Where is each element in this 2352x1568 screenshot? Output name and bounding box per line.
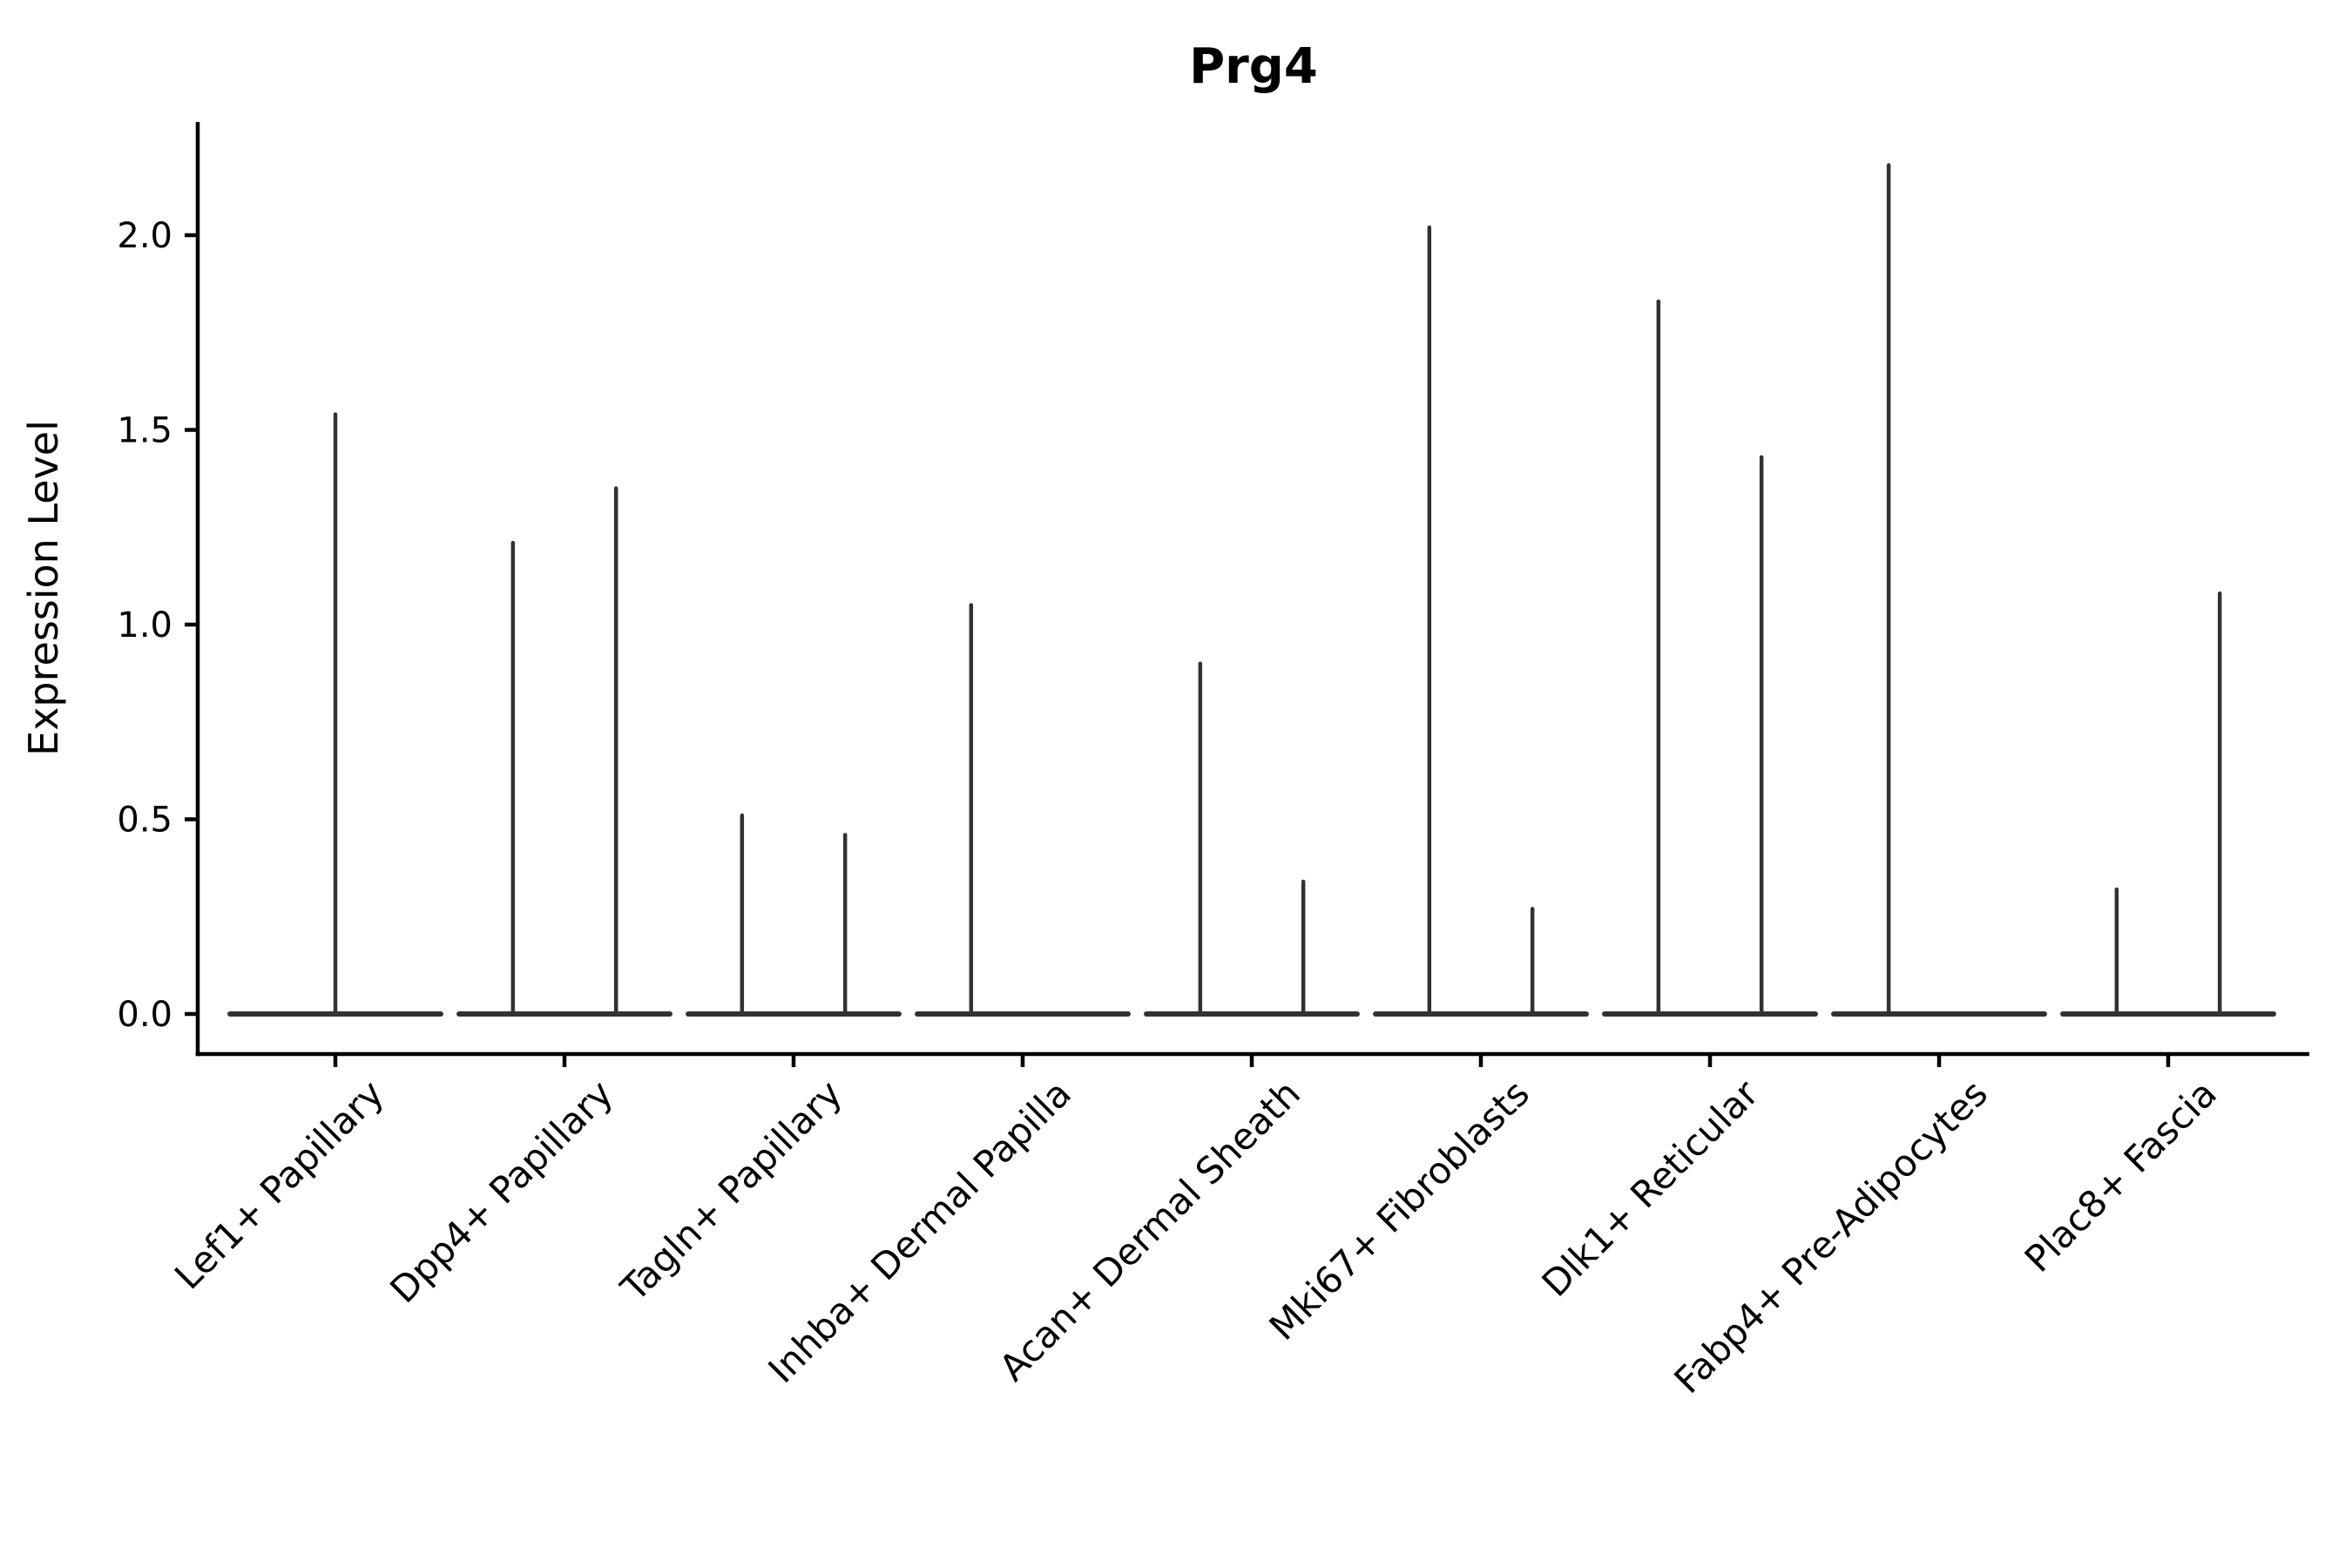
y-tick-label: 0.0 (117, 995, 172, 1035)
x-tick-label: Dpp4+ Papillary (382, 1071, 621, 1311)
y-tick-label: 1.0 (117, 605, 172, 645)
x-tick-label: Dlk1+ Reticular (1534, 1071, 1767, 1305)
chart-title: Prg4 (1189, 38, 1318, 95)
x-tick-label: Tagln+ Papillary (612, 1071, 850, 1309)
y-tick-label: 2.0 (117, 216, 172, 256)
y-axis-label: Expression Level (20, 420, 67, 756)
y-tick-label: 0.5 (117, 801, 172, 841)
y-tick-label: 1.5 (117, 411, 172, 451)
x-tick-label: Plac8+ Fascia (2017, 1071, 2225, 1280)
x-tick-label: Mki67+ Fibroblasts (1261, 1071, 1538, 1348)
x-tick-label: Lef1+ Papillary (166, 1071, 392, 1297)
